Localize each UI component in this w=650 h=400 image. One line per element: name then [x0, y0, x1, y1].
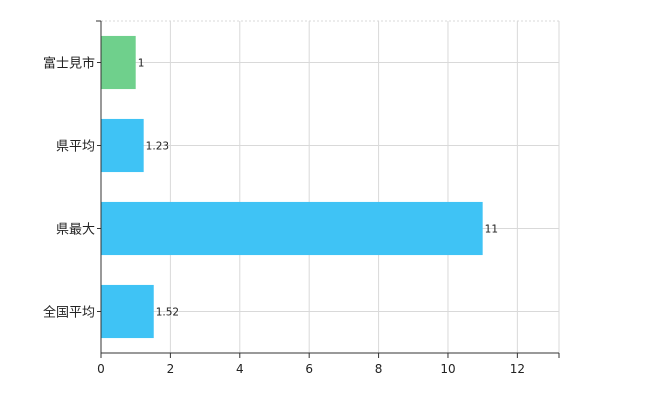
- category-label-3: 県最大: [56, 223, 95, 238]
- x-tick-label: 8: [375, 362, 383, 376]
- bar-2: [101, 118, 144, 173]
- x-tick-label: 10: [440, 362, 455, 376]
- bar-value-label-1: 1: [138, 58, 145, 70]
- bar-4: [101, 284, 154, 339]
- x-tick-label: 4: [236, 362, 244, 376]
- x-tick-label: 2: [167, 362, 175, 376]
- category-label-4: 全国平均: [43, 305, 95, 321]
- x-tick-label: 12: [510, 362, 525, 376]
- bar-3: [101, 201, 483, 256]
- bar-value-label-4: 1.52: [156, 307, 179, 319]
- category-label-2: 県平均: [56, 140, 95, 155]
- category-label-1: 富士見市: [43, 56, 95, 72]
- bar-value-label-2: 1.23: [146, 141, 169, 153]
- x-tick-label: 6: [305, 362, 313, 376]
- x-tick-label: 0: [97, 362, 105, 376]
- bar-1: [101, 35, 136, 90]
- bar-value-label-3: 11: [485, 224, 498, 236]
